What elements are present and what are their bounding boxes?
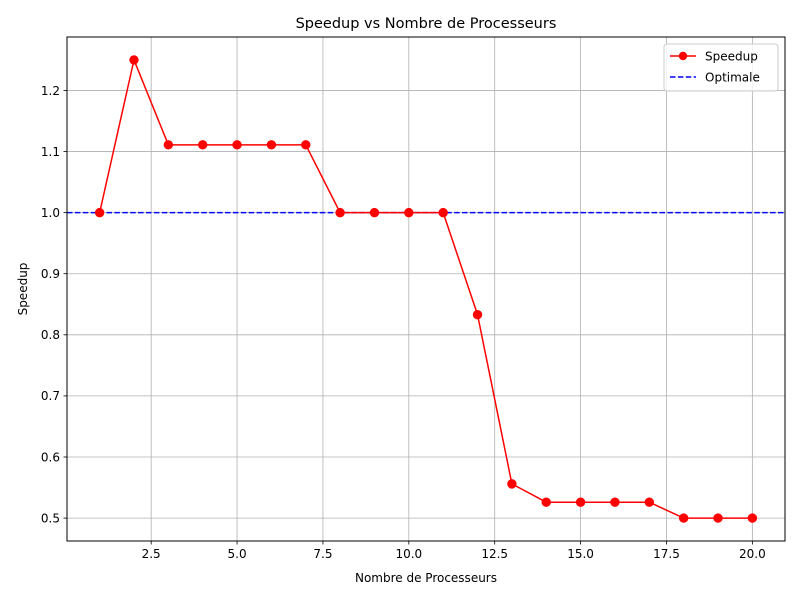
speedup-point [610,497,620,507]
x-tick-label: 7.5 [313,547,332,561]
speedup-point [644,497,655,507]
x-axis-title: Nombre de Processeurs [355,571,497,585]
legend: Speedup Optimale [663,43,779,92]
speedup-point [507,479,517,489]
y-tick-label: 0.9 [41,267,60,281]
speedup-point [438,207,448,218]
y-tick-label: 1.1 [41,145,60,159]
plot-frame [66,36,786,542]
legend-marker-speedup [678,51,688,61]
y-tick-label: 0.6 [41,450,60,464]
x-tick-label: 10.0 [395,547,422,561]
speedup-point [94,207,105,218]
speedup-point [232,140,242,150]
x-tick-label: 2.5 [142,547,161,561]
x-tick-label: 17.5 [653,547,680,561]
speedup-point [541,497,551,507]
y-tick-label: 1.2 [41,84,60,98]
x-tick-label: 5.0 [228,547,247,561]
speedup-point [472,309,483,320]
y-tick-label: 1.0 [41,206,60,220]
speedup-point [197,140,208,150]
x-tick-label: 20.0 [739,547,766,561]
speedup-point [266,140,277,150]
legend-label-optimale: Optimale [705,71,760,85]
speedup-point [713,513,723,523]
speedup-point [404,207,414,218]
speedup-line [98,59,753,519]
x-tick-label: 12.5 [481,547,508,561]
speedup-point [747,513,758,523]
speedup-point [369,207,380,218]
x-tick-label: 15.0 [567,547,594,561]
plot-data [67,55,785,523]
speedup-point [335,207,345,218]
speedup-point [129,55,139,65]
chart-title: Speedup vs Nombre de Processeurs [296,16,557,32]
y-axis-title: Speedup [16,263,30,316]
ticks: 2.5 5.0 7.5 10.0 12.5 15.0 17.5 20.0 0.5 0.6 0.7 0.… [41,84,766,561]
y-tick-label: 0.8 [41,328,60,342]
y-tick-label: 0.7 [41,389,60,403]
speedup-point [678,513,689,523]
speedup-point [163,140,174,150]
legend-label-speedup: Speedup [705,50,758,64]
speedup-point [301,140,311,150]
speedup-point [575,497,586,507]
y-tick-label: 0.5 [41,511,60,525]
